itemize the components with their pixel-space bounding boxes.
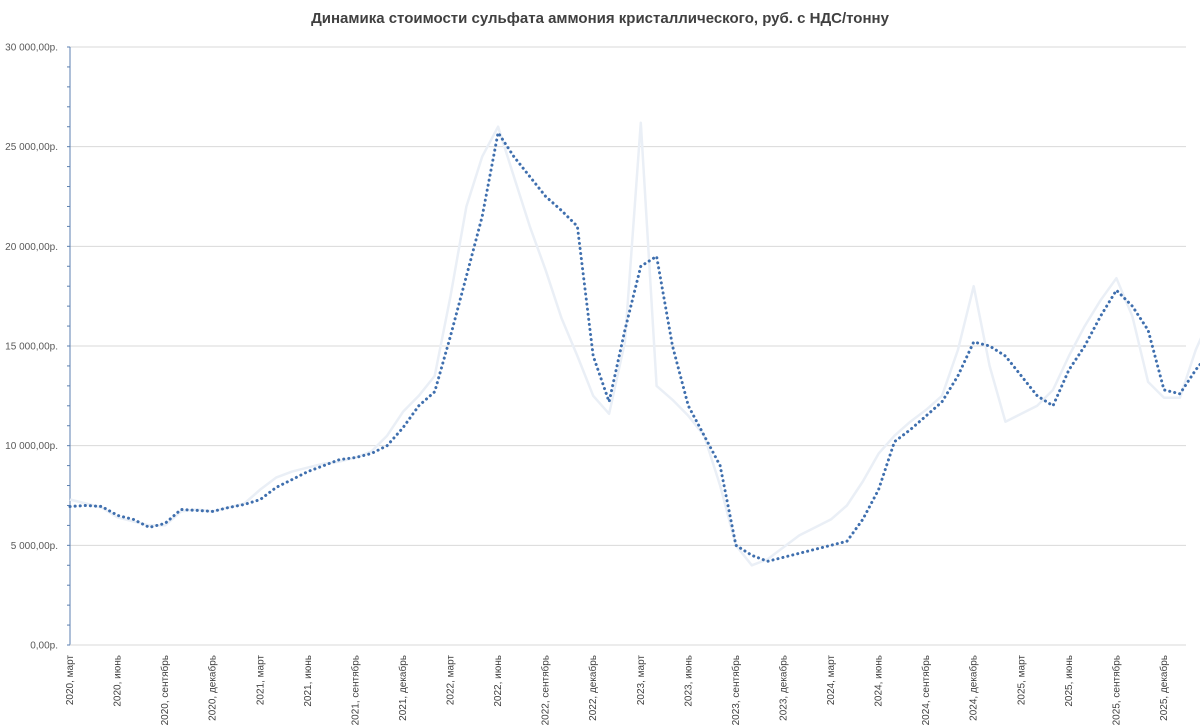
series-lines	[68, 121, 1200, 567]
x-tick-label: 2023, июнь	[683, 655, 694, 707]
x-tick-label: 2022, июнь	[493, 655, 504, 707]
y-tick-label: 0,00р.	[30, 641, 58, 652]
x-tick-label: 2024, июнь	[874, 655, 885, 707]
x-tick-label: 2023, март	[636, 655, 647, 706]
x-tick-label: 2024, декабрь	[968, 655, 980, 721]
y-tick-label: 15 000,00р.	[5, 342, 58, 353]
x-tick-label: 2020, март	[65, 655, 76, 706]
x-tick-label: 2020, сентябрь	[159, 655, 171, 725]
x-tick-label: 2021, июнь	[303, 655, 314, 707]
x-tick-label: 2025, декабрь	[1158, 655, 1170, 721]
x-tick-label: 2020, июнь	[113, 655, 124, 707]
gridlines	[70, 46, 1186, 546]
x-tick-label: 2022, сентябрь	[540, 655, 552, 725]
y-tick-label: 10 000,00р.	[5, 441, 58, 452]
x-tick-label: 2025, июнь	[1064, 655, 1075, 707]
x-tick-label: 2023, декабрь	[777, 655, 789, 721]
x-tick-label: 2024, сентябрь	[920, 655, 932, 725]
y-tick-label: 20 000,00р.	[5, 242, 58, 253]
series-line-solid	[69, 121, 1200, 567]
x-tick-label: 2022, март	[446, 655, 457, 706]
x-tick-label: 2025, сентябрь	[1110, 655, 1122, 725]
x-tick-label: 2023, сентябрь	[730, 655, 742, 725]
y-tick-label: 25 000,00р.	[5, 142, 58, 153]
x-axis: 2020, март 2020, июнь 2020, сентябрь 2020, …	[65, 644, 1186, 725]
x-tick-label: 2021, сентябрь	[349, 655, 361, 725]
y-tick-label: 5 000,00р.	[11, 541, 58, 552]
x-tick-label: 2025, март	[1016, 655, 1027, 706]
x-tick-label: 2024, март	[826, 655, 837, 706]
y-axis: 0,00р. 5 000,00р. 10 000,00р. 15 000,00р. 20…	[5, 43, 71, 652]
x-tick-label: 2022, декабрь	[587, 655, 599, 721]
x-tick-label: 2020, декабрь	[207, 655, 219, 721]
y-tick-label: 30 000,00р.	[5, 43, 58, 54]
x-tick-label: 2021, март	[255, 655, 266, 706]
chart-title: Динамика стоимости сульфата аммония крис…	[311, 10, 889, 27]
x-tick-label: 2021, декабрь	[397, 655, 409, 721]
series-line-dotted	[68, 128, 1200, 563]
